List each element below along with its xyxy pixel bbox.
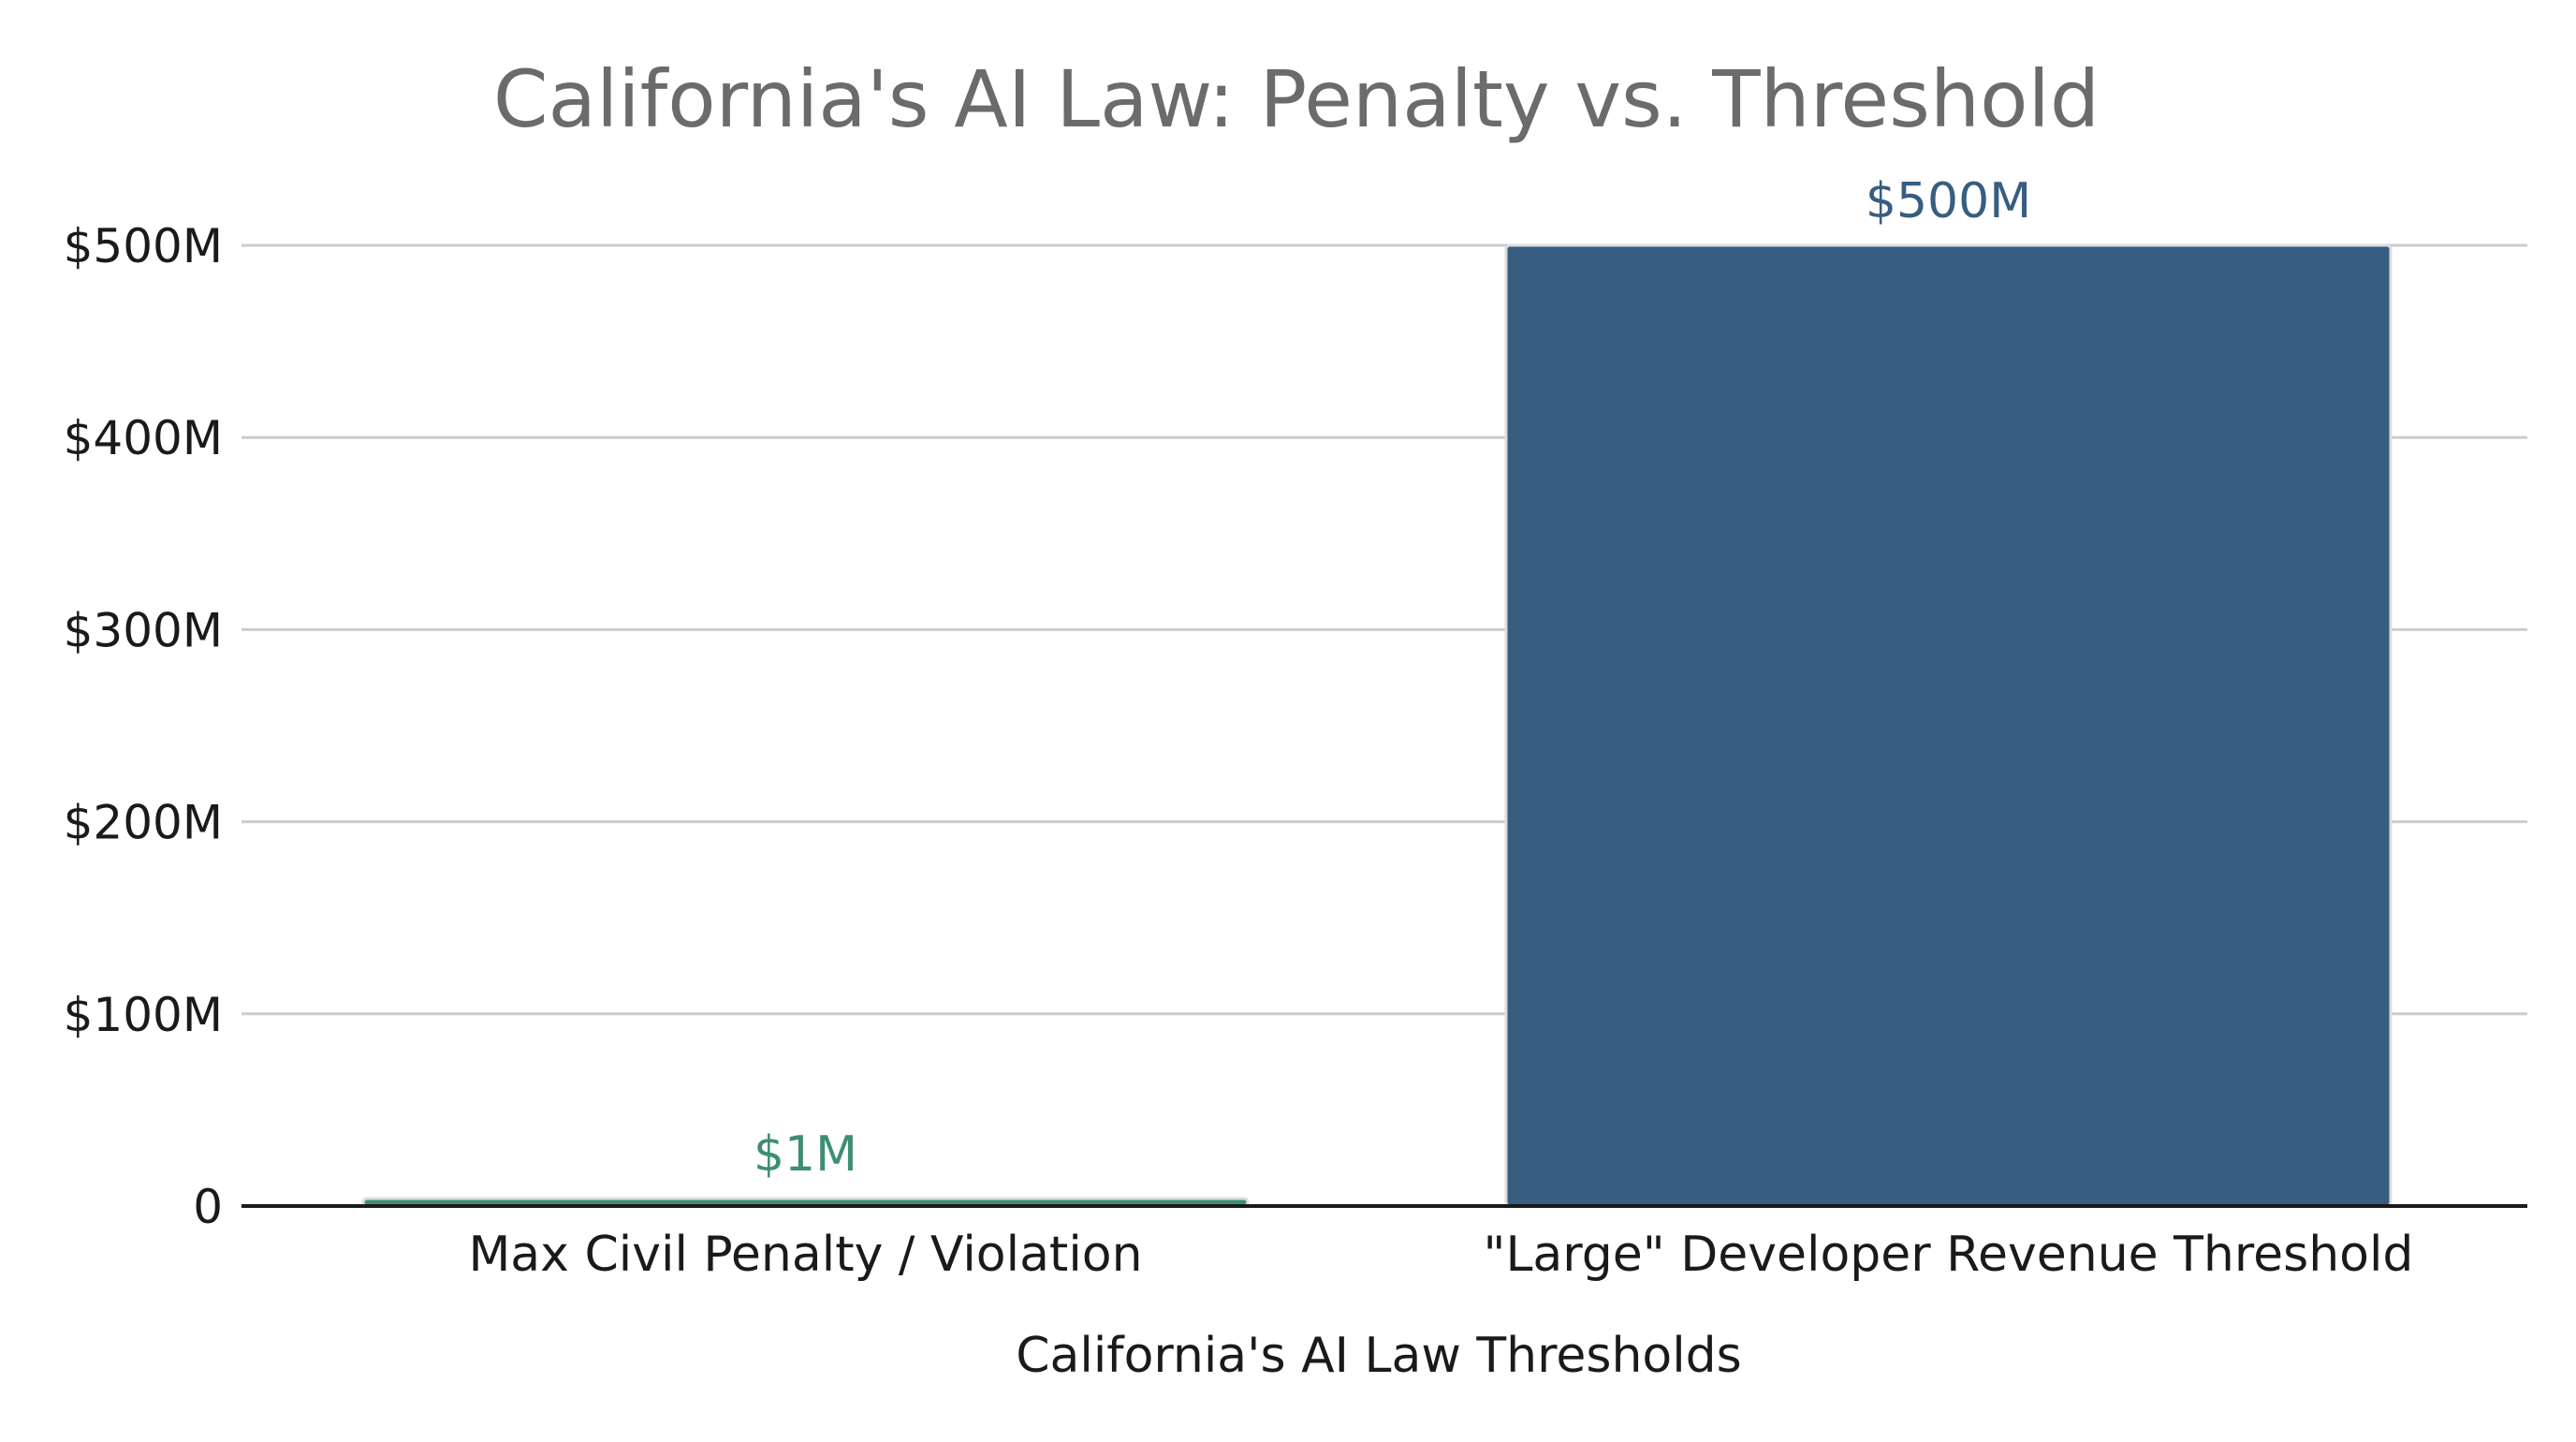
x-category-label: Max Civil Penalty / Violation: [468, 1227, 1142, 1283]
data-label: $1M: [754, 1126, 857, 1183]
x-axis-title: California's AI Law Thresholds: [1016, 1328, 1742, 1384]
y-tick-label: $100M: [64, 988, 223, 1042]
y-tick-label: 0: [193, 1180, 223, 1234]
chart-title: California's AI Law: Penalty vs. Thresho…: [493, 53, 2100, 145]
bar: [1504, 243, 2393, 1208]
x-axis-categories: Max Civil Penalty / Violation "Large" Dev…: [468, 1227, 2413, 1283]
y-tick-label: $300M: [64, 603, 223, 657]
y-tick-label: $200M: [64, 796, 223, 850]
y-tick-label: $400M: [64, 411, 223, 465]
bars: [361, 243, 2393, 1208]
y-tick-label: $500M: [64, 219, 223, 273]
data-labels: $1M $500M: [754, 173, 2031, 1183]
data-label: $500M: [1866, 173, 2031, 229]
x-category-label: "Large" Developer Revenue Threshold: [1484, 1227, 2414, 1283]
y-axis-ticks: 0 $100M $200M $300M $400M $500M: [64, 219, 223, 1234]
